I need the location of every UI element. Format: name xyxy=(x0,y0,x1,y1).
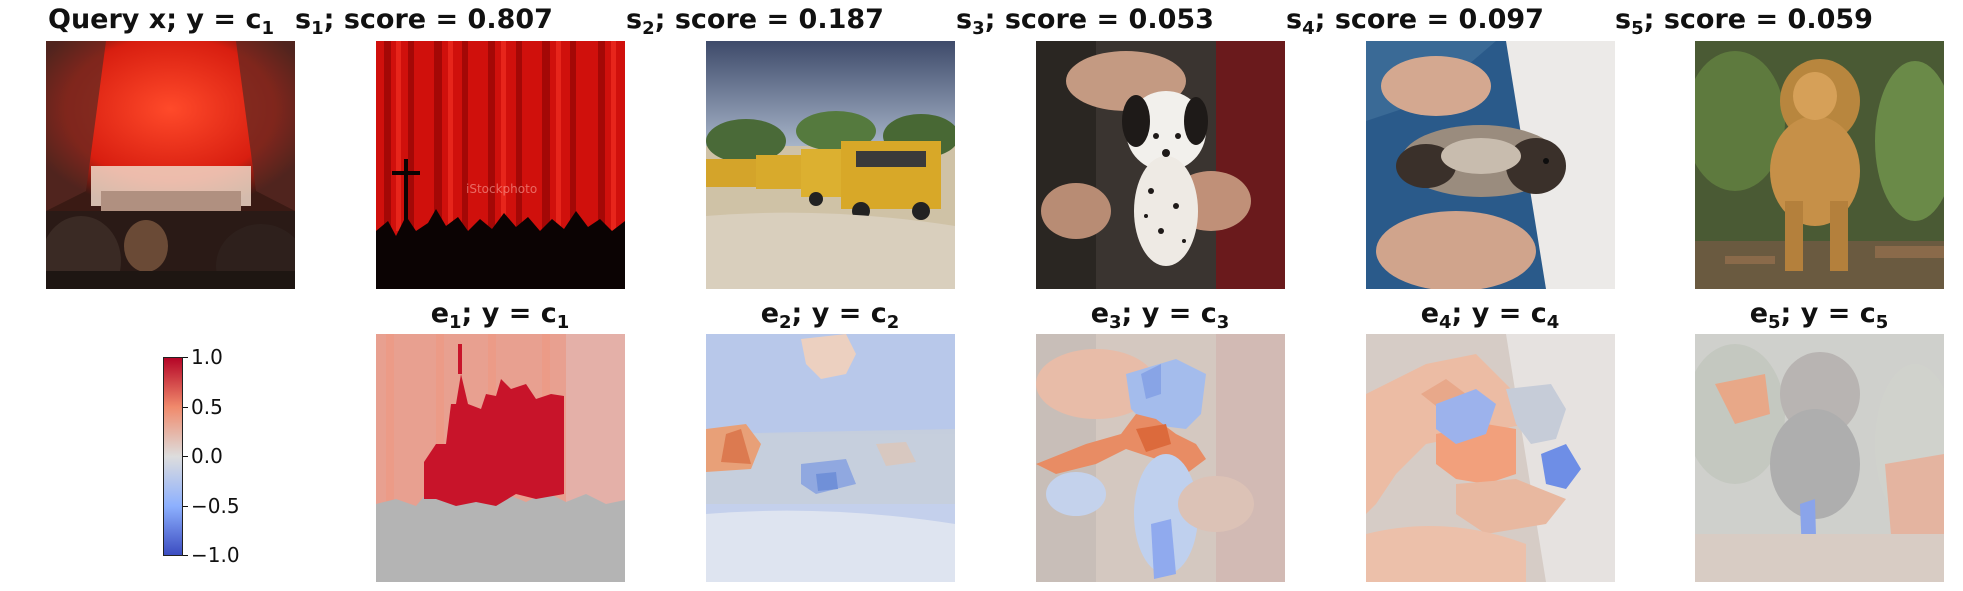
colorbar-tickmark xyxy=(183,357,188,358)
colorbar-tickmark xyxy=(183,456,188,457)
dalmatian-puppy-image xyxy=(1036,41,1285,289)
title-s5: s5; score = 0.059 xyxy=(1615,4,1873,39)
colorbar-gradient xyxy=(163,357,183,556)
colorbar-tick-label: 0.0 xyxy=(191,444,223,468)
title-s4: s4; score = 0.097 xyxy=(1286,4,1544,39)
school-buses-image xyxy=(706,41,955,289)
colorbar-tick-label: −1.0 xyxy=(191,543,240,567)
explanation-map-e2 xyxy=(706,334,955,582)
title-s1: s1; score = 0.807 xyxy=(295,4,553,39)
title-s3: s3; score = 0.053 xyxy=(956,4,1214,39)
explanation-map-e5 xyxy=(1695,334,1944,582)
title-e4: e4; y = c4 xyxy=(1420,298,1560,333)
explanation-map-e4 xyxy=(1366,334,1615,582)
title-e1: e1; y = c1 xyxy=(430,298,570,333)
ferret-on-lap-image xyxy=(1366,41,1615,289)
red-curtain-crowd-image: iStockphoto xyxy=(376,41,625,289)
colorbar-tick-label: 0.5 xyxy=(191,395,223,419)
title-s2: s2; score = 0.187 xyxy=(626,4,884,39)
colorbar xyxy=(163,357,183,556)
title-e3: e3; y = c3 xyxy=(1090,298,1230,333)
lion-image xyxy=(1695,41,1944,289)
title-query: Query x; y = c1 xyxy=(48,4,274,39)
colorbar-tick-label: −0.5 xyxy=(191,494,240,518)
explanation-map-e3 xyxy=(1036,334,1285,582)
colorbar-tickmark xyxy=(183,407,188,408)
explanation-map-e1 xyxy=(376,334,625,582)
title-e2: e2; y = c2 xyxy=(760,298,900,333)
colorbar-tick-label: 1.0 xyxy=(191,345,223,369)
colorbar-tickmark xyxy=(183,506,188,507)
svg-text:iStockphoto: iStockphoto xyxy=(466,182,537,196)
theater-stage-audience-image xyxy=(46,41,295,289)
title-e5: e5; y = c5 xyxy=(1749,298,1889,333)
colorbar-tickmark xyxy=(183,555,188,556)
